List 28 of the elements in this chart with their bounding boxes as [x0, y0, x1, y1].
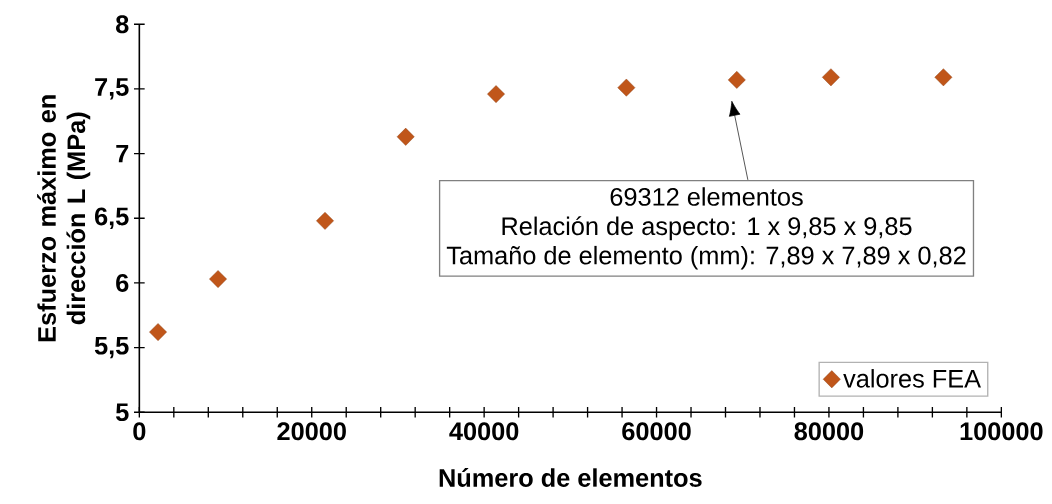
annotation: Tamaño de elemento (mm): 7,89 x 7,89 x 0,82: [446, 245, 966, 270]
y-axis-title: Esfuerzo máximo en dirección L (MPa): [37, 95, 91, 342]
x-tick-label: 40000: [449, 422, 519, 441]
y-tick-label: 6: [116, 273, 129, 292]
y-tick-label: 7,5: [95, 78, 129, 100]
point: [617, 78, 636, 97]
point: [209, 270, 227, 288]
y-tick-label: 6,5: [95, 207, 129, 230]
y-tick-label: 5: [115, 403, 129, 422]
x-tick-label: 0: [133, 422, 146, 441]
x-tick-label: 20000: [277, 422, 346, 441]
x-tick-label: 60000: [622, 422, 691, 441]
x-tick-label: 100000: [960, 422, 1043, 441]
point: [487, 85, 505, 103]
annotation: Relación de aspecto: 1 x 9,85 x 9,85: [502, 216, 912, 241]
point: [316, 211, 334, 230]
x-axis-title: Número de elementos: [439, 468, 702, 487]
x-tick-label: 80000: [794, 422, 864, 441]
point: [149, 323, 167, 341]
point: [396, 127, 415, 146]
annotation: 69312 elementos: [610, 187, 803, 206]
y-tick-label: 8: [116, 15, 129, 34]
point: [822, 68, 840, 87]
y-tick-label: 7: [116, 144, 129, 163]
point: [934, 68, 953, 87]
legend-label: valores FEA: [843, 369, 981, 388]
y-tick-label: 5,5: [94, 336, 129, 359]
point: [727, 71, 746, 89]
